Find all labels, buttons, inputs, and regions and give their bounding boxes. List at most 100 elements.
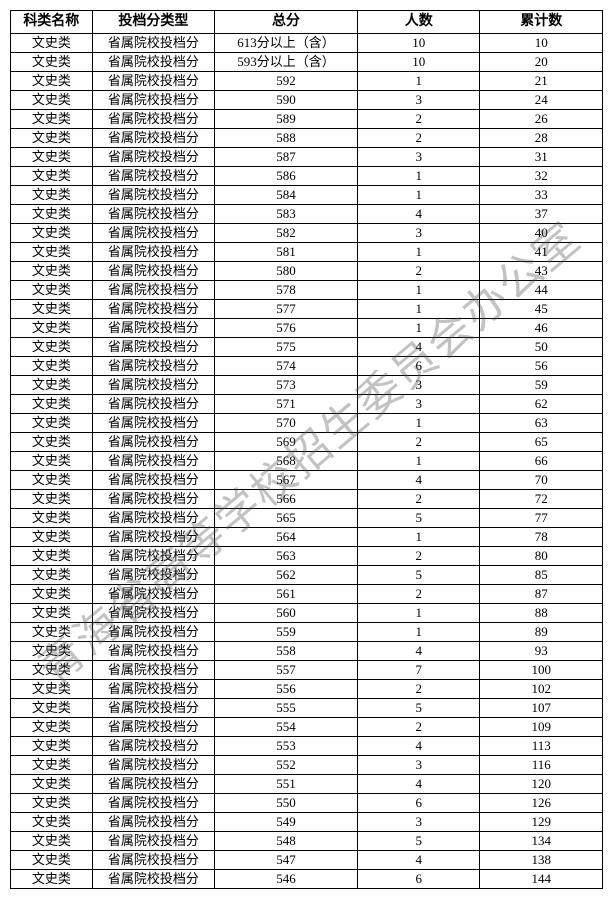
cell-r42-c4: 134 [480, 832, 603, 851]
cell-r18-c1: 省属院校投档分 [92, 376, 214, 395]
cell-r37-c1: 省属院校投档分 [92, 737, 214, 756]
cell-r38-c0: 文史类 [11, 756, 93, 775]
table-row: 文史类省属院校投档分559189 [11, 623, 603, 642]
cell-r13-c1: 省属院校投档分 [92, 281, 214, 300]
cell-r4-c4: 26 [480, 110, 603, 129]
cell-r40-c2: 550 [215, 794, 358, 813]
cell-r26-c1: 省属院校投档分 [92, 528, 214, 547]
cell-r3-c3: 3 [358, 91, 480, 110]
table-row: 文史类省属院校投档分575450 [11, 338, 603, 357]
col-header-4: 累计数 [480, 11, 603, 34]
cell-r9-c4: 37 [480, 205, 603, 224]
cell-r19-c2: 571 [215, 395, 358, 414]
cell-r7-c4: 32 [480, 167, 603, 186]
table-row: 文史类省属院校投档分566272 [11, 490, 603, 509]
cell-r1-c3: 10 [358, 53, 480, 72]
cell-r30-c0: 文史类 [11, 604, 93, 623]
cell-r0-c4: 10 [480, 34, 603, 53]
cell-r14-c0: 文史类 [11, 300, 93, 319]
cell-r39-c4: 120 [480, 775, 603, 794]
cell-r39-c2: 551 [215, 775, 358, 794]
cell-r21-c4: 65 [480, 433, 603, 452]
cell-r17-c3: 6 [358, 357, 480, 376]
cell-r23-c1: 省属院校投档分 [92, 471, 214, 490]
cell-r32-c2: 558 [215, 642, 358, 661]
cell-r37-c3: 4 [358, 737, 480, 756]
cell-r16-c3: 4 [358, 338, 480, 357]
cell-r11-c2: 581 [215, 243, 358, 262]
table-row: 文史类省属院校投档分590324 [11, 91, 603, 110]
cell-r34-c1: 省属院校投档分 [92, 680, 214, 699]
cell-r10-c1: 省属院校投档分 [92, 224, 214, 243]
table-head: 科类名称投档分类型总分人数累计数 [11, 11, 603, 34]
cell-r33-c0: 文史类 [11, 661, 93, 680]
cell-r15-c0: 文史类 [11, 319, 93, 338]
cell-r20-c1: 省属院校投档分 [92, 414, 214, 433]
cell-r43-c3: 4 [358, 851, 480, 870]
cell-r8-c4: 33 [480, 186, 603, 205]
cell-r21-c3: 2 [358, 433, 480, 452]
cell-r28-c4: 85 [480, 566, 603, 585]
table-row: 文史类省属院校投档分5534113 [11, 737, 603, 756]
cell-r6-c0: 文史类 [11, 148, 93, 167]
cell-r5-c3: 2 [358, 129, 480, 148]
cell-r12-c4: 43 [480, 262, 603, 281]
cell-r33-c4: 100 [480, 661, 603, 680]
table-row: 文史类省属院校投档分584133 [11, 186, 603, 205]
cell-r24-c4: 72 [480, 490, 603, 509]
cell-r35-c0: 文史类 [11, 699, 93, 718]
table-row: 文史类省属院校投档分571362 [11, 395, 603, 414]
cell-r28-c0: 文史类 [11, 566, 93, 585]
cell-r28-c1: 省属院校投档分 [92, 566, 214, 585]
cell-r43-c2: 547 [215, 851, 358, 870]
cell-r20-c4: 63 [480, 414, 603, 433]
cell-r20-c0: 文史类 [11, 414, 93, 433]
cell-r34-c4: 102 [480, 680, 603, 699]
cell-r20-c2: 570 [215, 414, 358, 433]
cell-r28-c3: 5 [358, 566, 480, 585]
cell-r25-c1: 省属院校投档分 [92, 509, 214, 528]
cell-r10-c4: 40 [480, 224, 603, 243]
cell-r27-c0: 文史类 [11, 547, 93, 566]
table-row: 文史类省属院校投档分582340 [11, 224, 603, 243]
cell-r5-c2: 588 [215, 129, 358, 148]
cell-r1-c1: 省属院校投档分 [92, 53, 214, 72]
cell-r9-c0: 文史类 [11, 205, 93, 224]
cell-r33-c2: 557 [215, 661, 358, 680]
cell-r4-c1: 省属院校投档分 [92, 110, 214, 129]
cell-r40-c3: 6 [358, 794, 480, 813]
table-row: 文史类省属院校投档分613分以上（含）1010 [11, 34, 603, 53]
cell-r4-c3: 2 [358, 110, 480, 129]
cell-r17-c2: 574 [215, 357, 358, 376]
score-table: 科类名称投档分类型总分人数累计数 文史类省属院校投档分613分以上（含）1010… [10, 10, 603, 889]
cell-r44-c4: 144 [480, 870, 603, 889]
table-row: 文史类省属院校投档分564178 [11, 528, 603, 547]
cell-r21-c1: 省属院校投档分 [92, 433, 214, 452]
cell-r37-c2: 553 [215, 737, 358, 756]
cell-r40-c0: 文史类 [11, 794, 93, 813]
cell-r6-c3: 3 [358, 148, 480, 167]
cell-r25-c2: 565 [215, 509, 358, 528]
cell-r16-c4: 50 [480, 338, 603, 357]
cell-r39-c1: 省属院校投档分 [92, 775, 214, 794]
cell-r21-c0: 文史类 [11, 433, 93, 452]
cell-r23-c4: 70 [480, 471, 603, 490]
cell-r10-c3: 3 [358, 224, 480, 243]
cell-r32-c1: 省属院校投档分 [92, 642, 214, 661]
cell-r34-c0: 文史类 [11, 680, 93, 699]
cell-r9-c2: 583 [215, 205, 358, 224]
cell-r23-c0: 文史类 [11, 471, 93, 490]
cell-r30-c2: 560 [215, 604, 358, 623]
cell-r19-c0: 文史类 [11, 395, 93, 414]
cell-r38-c3: 3 [358, 756, 480, 775]
table-row: 文史类省属院校投档分587331 [11, 148, 603, 167]
cell-r7-c1: 省属院校投档分 [92, 167, 214, 186]
cell-r26-c3: 1 [358, 528, 480, 547]
cell-r4-c2: 589 [215, 110, 358, 129]
cell-r16-c2: 575 [215, 338, 358, 357]
cell-r22-c0: 文史类 [11, 452, 93, 471]
cell-r34-c2: 556 [215, 680, 358, 699]
cell-r41-c0: 文史类 [11, 813, 93, 832]
cell-r2-c4: 21 [480, 72, 603, 91]
cell-r27-c1: 省属院校投档分 [92, 547, 214, 566]
